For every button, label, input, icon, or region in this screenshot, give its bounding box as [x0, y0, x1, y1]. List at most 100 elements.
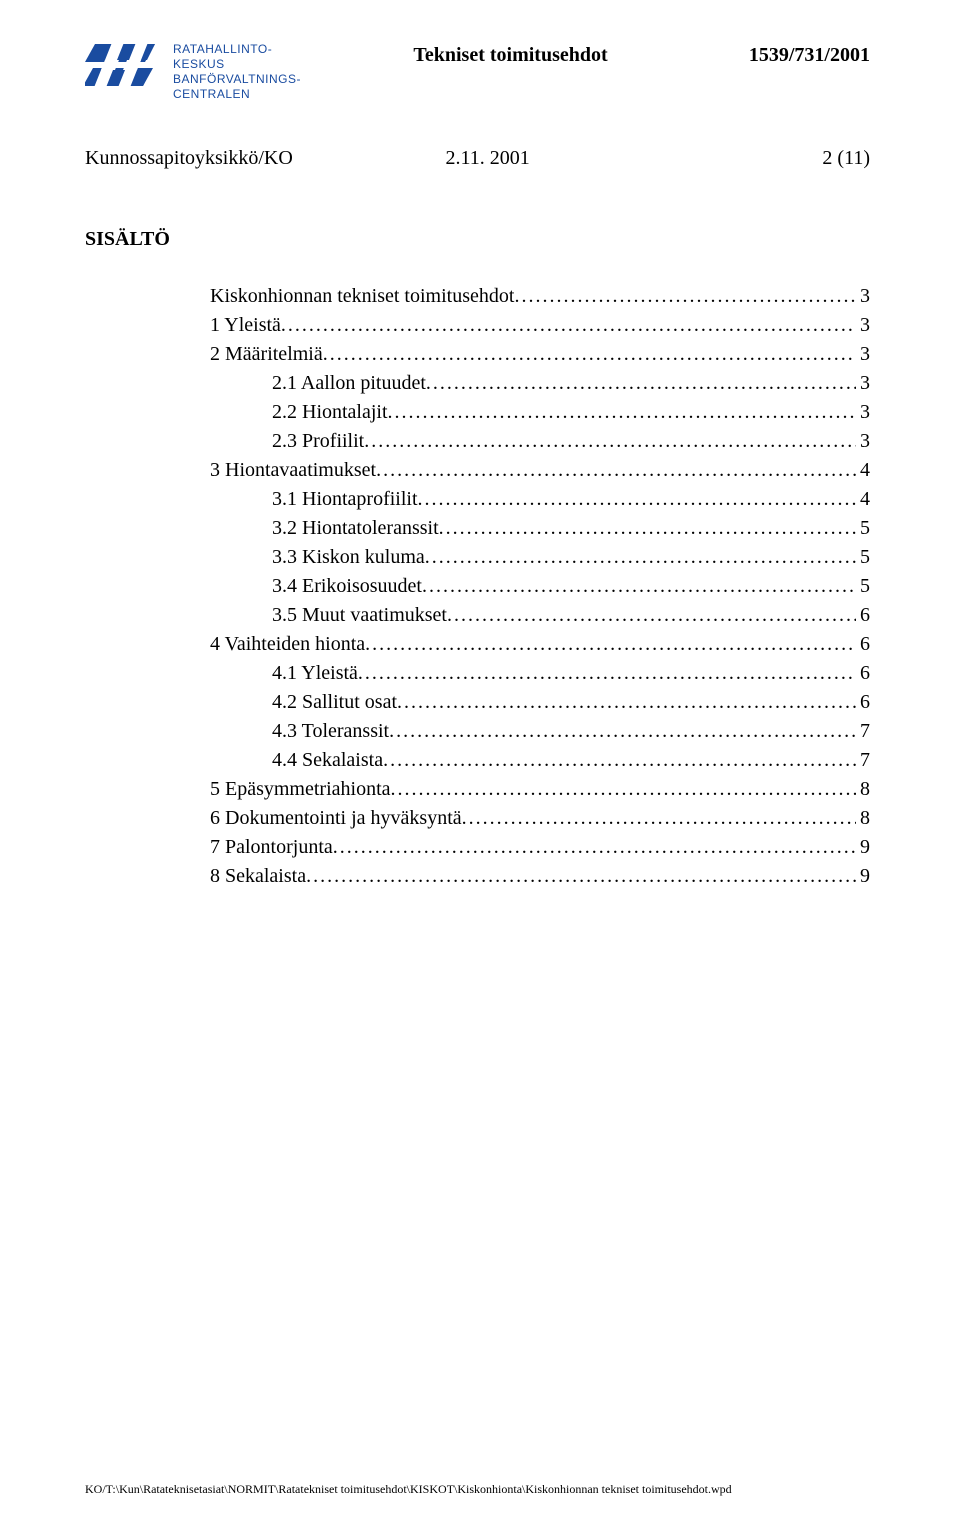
toc-entry: 7 Palontorjunta 9: [210, 833, 870, 862]
toc-entry: 2.3 Profiilit 3: [210, 427, 870, 456]
logo-line-3: BANFÖRVALTNINGS-: [173, 72, 301, 87]
toc-entry-page: 5: [856, 572, 870, 601]
toc-entry-label: 4 Vaihteiden hionta: [210, 630, 365, 659]
toc-entry-label: 3.5 Muut vaatimukset: [272, 601, 447, 630]
toc-dots: [365, 630, 856, 659]
toc-entry-page: 9: [856, 862, 870, 891]
toc-entry-page: 3: [856, 340, 870, 369]
toc-entry-label: Kiskonhionnan tekniset toimitusehdot: [210, 282, 514, 311]
toc-entry-label: 2.1 Aallon pituudet: [272, 369, 426, 398]
toc-dots: [281, 311, 856, 340]
toc-entry: 8 Sekalaista 9: [210, 862, 870, 891]
toc-dots: [439, 514, 856, 543]
toc-entry-page: 3: [856, 427, 870, 456]
toc-entry-page: 9: [856, 833, 870, 862]
toc-entry: 2.2 Hiontalajit 3: [210, 398, 870, 427]
toc-dots: [514, 282, 856, 311]
toc-entry-label: 6 Dokumentointi ja hyväksyntä: [210, 804, 462, 833]
toc-dots: [447, 601, 856, 630]
toc-entry: 6 Dokumentointi ja hyväksyntä 8: [210, 804, 870, 833]
toc-entry-page: 3: [856, 369, 870, 398]
toc-entry: 4.1 Yleistä 6: [210, 659, 870, 688]
toc-dots: [425, 543, 856, 572]
toc-title: SISÄLTÖ: [85, 225, 870, 254]
header-doc-number: 1539/731/2001: [720, 40, 870, 67]
toc: Kiskonhionnan tekniset toimitusehdot 31 …: [210, 282, 870, 891]
toc-entry-label: 4.1 Yleistä: [272, 659, 358, 688]
toc-dots: [388, 398, 856, 427]
toc-entry-page: 5: [856, 514, 870, 543]
toc-entry-page: 5: [856, 543, 870, 572]
toc-entry-label: 7 Palontorjunta: [210, 833, 333, 862]
toc-entry-label: 4.2 Sallitut osat: [272, 688, 397, 717]
toc-dots: [376, 456, 856, 485]
toc-entry-label: 3.1 Hiontaprofiilit: [272, 485, 418, 514]
toc-dots: [391, 775, 856, 804]
toc-dots: [306, 862, 856, 891]
toc-entry: 4.2 Sallitut osat 6: [210, 688, 870, 717]
toc-entry-label: 5 Epäsymmetriahionta: [210, 775, 391, 804]
toc-entry: 2.1 Aallon pituudet 3: [210, 369, 870, 398]
subheader: Kunnossapitoyksikkö/KO 2.11. 2001 2 (11): [85, 147, 870, 170]
toc-dots: [418, 485, 856, 514]
toc-entry-label: 2.2 Hiontalajit: [272, 398, 388, 427]
subheader-unit: Kunnossapitoyksikkö/KO: [85, 147, 293, 170]
toc-entry-label: 4.3 Toleranssit: [272, 717, 389, 746]
toc-dots: [358, 659, 856, 688]
toc-entry: 4.4 Sekalaista 7: [210, 746, 870, 775]
toc-entry-label: 2 Määritelmiä: [210, 340, 323, 369]
toc-dots: [333, 833, 856, 862]
footer-path: KO/T:\Kun\Ratateknisetasiat\NORMIT\Ratat…: [85, 1482, 732, 1497]
toc-entry-label: 3.3 Kiskon kuluma: [272, 543, 425, 572]
toc-entry: 3.3 Kiskon kuluma 5: [210, 543, 870, 572]
toc-entry: 4.3 Toleranssit 7: [210, 717, 870, 746]
toc-entry: 2 Määritelmiä 3: [210, 340, 870, 369]
toc-dots: [323, 340, 856, 369]
toc-entry: 3.5 Muut vaatimukset 6: [210, 601, 870, 630]
toc-entry: 3 Hiontavaatimukset 4: [210, 456, 870, 485]
toc-entry: 4 Vaihteiden hionta 6: [210, 630, 870, 659]
toc-dots: [397, 688, 856, 717]
toc-entry-page: 6: [856, 659, 870, 688]
toc-entry: 5 Epäsymmetriahionta 8: [210, 775, 870, 804]
toc-entry-page: 4: [856, 456, 870, 485]
toc-entry-page: 3: [856, 398, 870, 427]
toc-entry-page: 6: [856, 630, 870, 659]
toc-entry-label: 3 Hiontavaatimukset: [210, 456, 376, 485]
toc-entry-page: 3: [856, 282, 870, 311]
toc-entry-page: 6: [856, 601, 870, 630]
toc-entry-page: 8: [856, 804, 870, 833]
toc-entry: 1 Yleistä 3: [210, 311, 870, 340]
toc-entry-label: 4.4 Sekalaista: [272, 746, 383, 775]
logo-block: RATAHALLINTO- KESKUS BANFÖRVALTNINGS- CE…: [85, 40, 301, 102]
page: RATAHALLINTO- KESKUS BANFÖRVALTNINGS- CE…: [0, 0, 960, 1537]
toc-entry-page: 6: [856, 688, 870, 717]
header: RATAHALLINTO- KESKUS BANFÖRVALTNINGS- CE…: [85, 40, 870, 102]
toc-entry-label: 3.2 Hiontatoleranssit: [272, 514, 439, 543]
toc-entry-label: 2.3 Profiilit: [272, 427, 364, 456]
toc-entry-page: 3: [856, 311, 870, 340]
toc-dots: [364, 427, 856, 456]
logo-line-1: RATAHALLINTO-: [173, 42, 301, 57]
toc-entry: 3.1 Hiontaprofiilit 4: [210, 485, 870, 514]
content: SISÄLTÖ Kiskonhionnan tekniset toimituse…: [85, 225, 870, 891]
toc-dots: [426, 369, 856, 398]
toc-entry-page: 7: [856, 746, 870, 775]
toc-entry-label: 1 Yleistä: [210, 311, 281, 340]
rail-logo-icon: [85, 40, 165, 90]
logo-line-2: KESKUS: [173, 57, 301, 72]
subheader-page: 2 (11): [822, 147, 870, 170]
subheader-date: 2.11. 2001: [445, 147, 669, 170]
header-title: Tekniset toimitusehdot: [301, 40, 720, 67]
toc-dots: [422, 572, 856, 601]
logo-text: RATAHALLINTO- KESKUS BANFÖRVALTNINGS- CE…: [173, 40, 301, 102]
toc-entry-page: 8: [856, 775, 870, 804]
toc-entry-label: 3.4 Erikoisosuudet: [272, 572, 422, 601]
toc-dots: [383, 746, 856, 775]
toc-entry-label: 8 Sekalaista: [210, 862, 306, 891]
toc-entry-page: 4: [856, 485, 870, 514]
toc-entry: Kiskonhionnan tekniset toimitusehdot 3: [210, 282, 870, 311]
toc-entry-page: 7: [856, 717, 870, 746]
toc-entry: 3.2 Hiontatoleranssit 5: [210, 514, 870, 543]
toc-entry: 3.4 Erikoisosuudet 5: [210, 572, 870, 601]
